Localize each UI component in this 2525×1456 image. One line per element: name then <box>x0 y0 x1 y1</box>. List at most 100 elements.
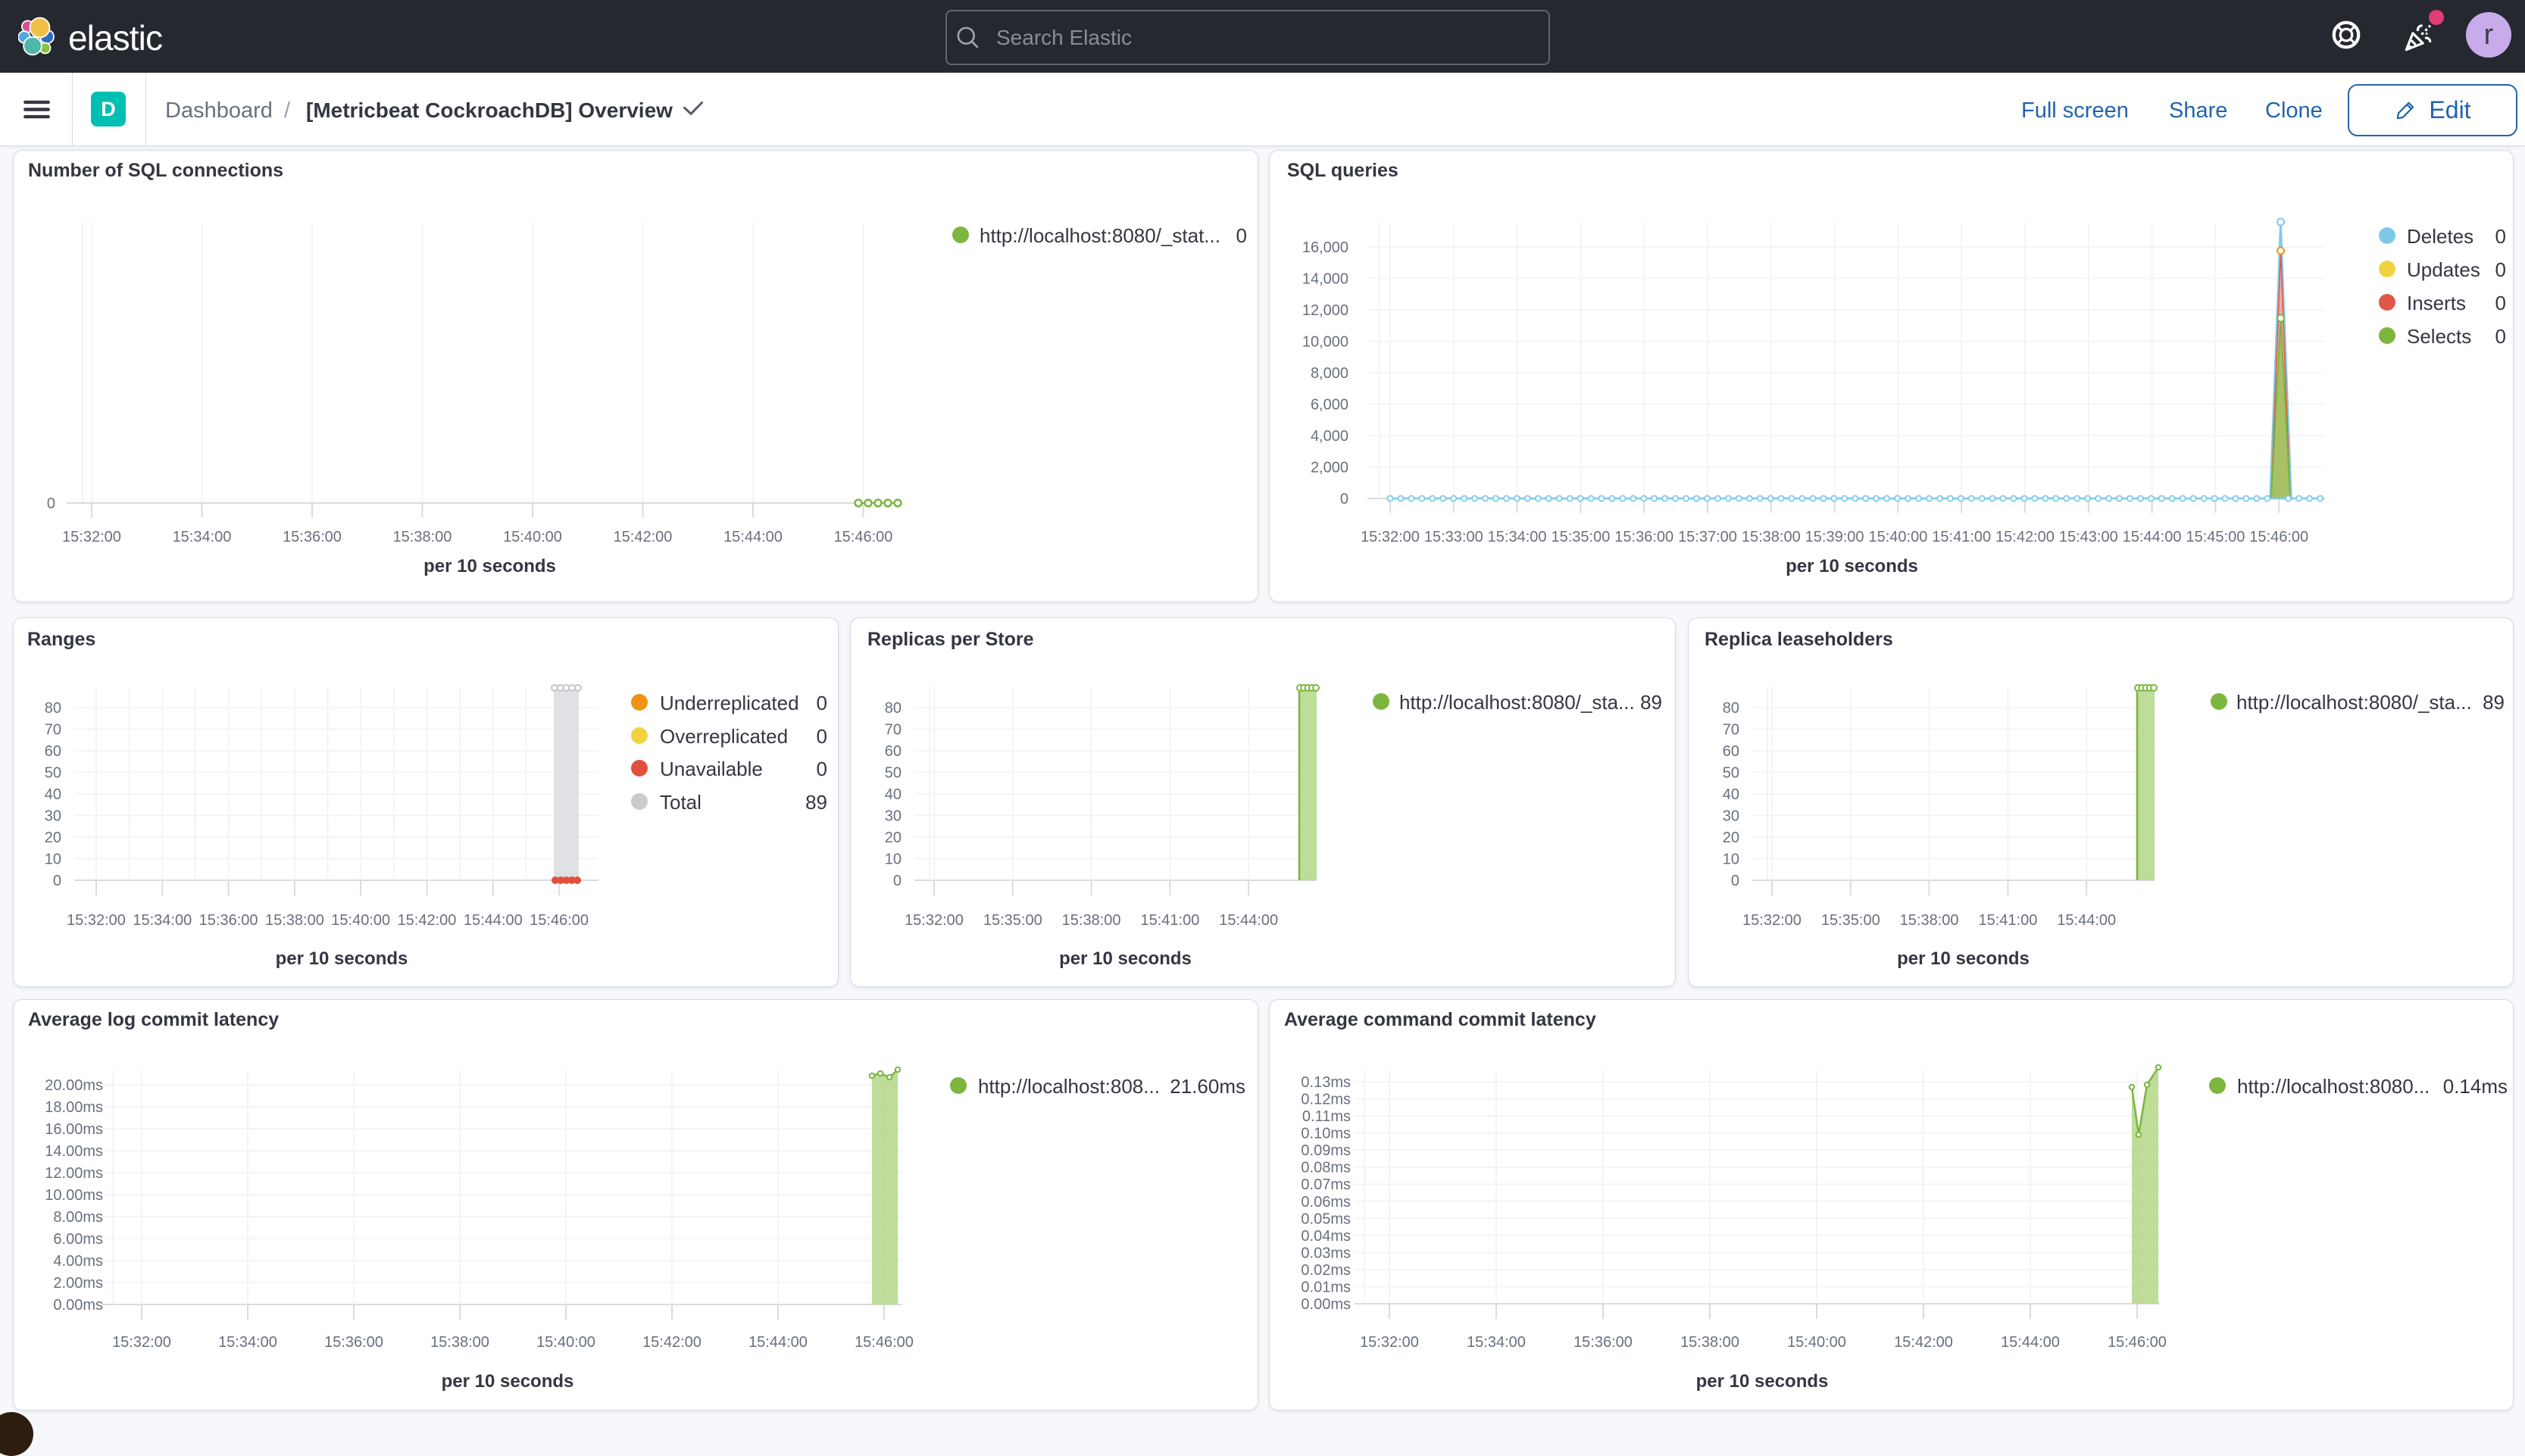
svg-text:15:34:00: 15:34:00 <box>173 529 232 545</box>
svg-text:15:35:00: 15:35:00 <box>1551 529 1610 545</box>
svg-text:15:44:00: 15:44:00 <box>2001 1334 2060 1351</box>
svg-text:15:38:00: 15:38:00 <box>430 1334 489 1351</box>
svg-text:0.14ms: 0.14ms <box>2443 1075 2508 1098</box>
svg-text:89: 89 <box>2483 691 2505 714</box>
svg-text:20: 20 <box>45 830 61 846</box>
svg-text:15:42:00: 15:42:00 <box>614 529 673 545</box>
svg-text:60: 60 <box>1723 743 1739 760</box>
svg-text:50: 50 <box>1723 765 1739 782</box>
svg-text:14,000: 14,000 <box>1302 271 1348 288</box>
svg-text:http://localhost:8080/_sta...: http://localhost:8080/_sta... <box>2236 691 2472 714</box>
svg-text:0.13ms: 0.13ms <box>1301 1074 1351 1091</box>
svg-text:Total: Total <box>660 791 702 814</box>
svg-text:4,000: 4,000 <box>1311 428 1348 445</box>
svg-text:Unavailable: Unavailable <box>660 758 763 780</box>
svg-text:18.00ms: 18.00ms <box>45 1099 103 1116</box>
svg-text:70: 70 <box>45 722 61 739</box>
svg-text:http://localhost:8080/_stat...: http://localhost:8080/_stat... <box>980 224 1220 247</box>
svg-text:Number of SQL connections: Number of SQL connections <box>28 160 283 181</box>
svg-text:0: 0 <box>817 758 827 780</box>
svg-text:15:41:00: 15:41:00 <box>1932 529 1991 545</box>
svg-text:15:43:00: 15:43:00 <box>2059 529 2118 545</box>
svg-text:0.07ms: 0.07ms <box>1301 1176 1351 1193</box>
svg-text:15:35:00: 15:35:00 <box>1821 912 1880 929</box>
svg-text:0: 0 <box>47 495 55 512</box>
svg-text:0: 0 <box>817 725 827 748</box>
svg-text:10.00ms: 10.00ms <box>45 1187 103 1204</box>
svg-text:0: 0 <box>893 873 902 889</box>
svg-text:0.01ms: 0.01ms <box>1301 1279 1351 1296</box>
svg-text:15:41:00: 15:41:00 <box>1140 912 1199 929</box>
svg-text:15:40:00: 15:40:00 <box>503 529 562 545</box>
svg-text:16.00ms: 16.00ms <box>45 1121 103 1138</box>
svg-text:15:44:00: 15:44:00 <box>464 912 523 929</box>
svg-text:15:45:00: 15:45:00 <box>2186 529 2245 545</box>
svg-text:40: 40 <box>45 786 61 803</box>
svg-text:6,000: 6,000 <box>1311 397 1348 414</box>
svg-text:Updates: Updates <box>2407 258 2480 281</box>
svg-text:per 10 seconds: per 10 seconds <box>442 1371 574 1392</box>
svg-text:15:40:00: 15:40:00 <box>1868 529 1927 545</box>
svg-text:Inserts: Inserts <box>2407 292 2466 314</box>
svg-text:6.00ms: 6.00ms <box>53 1231 103 1248</box>
svg-text:0: 0 <box>2495 225 2506 248</box>
svg-text:0.10ms: 0.10ms <box>1301 1126 1351 1142</box>
svg-text:15:44:00: 15:44:00 <box>748 1334 808 1351</box>
svg-text:Selects: Selects <box>2407 325 2471 348</box>
svg-text:15:38:00: 15:38:00 <box>1680 1334 1739 1351</box>
svg-text:http://localhost:8080...: http://localhost:8080... <box>2237 1075 2430 1098</box>
svg-text:15:32:00: 15:32:00 <box>905 912 964 929</box>
svg-text:15:44:00: 15:44:00 <box>2057 912 2116 929</box>
svg-text:2.00ms: 2.00ms <box>53 1275 103 1292</box>
svg-text:0.09ms: 0.09ms <box>1301 1142 1351 1159</box>
svg-text:15:46:00: 15:46:00 <box>530 912 589 929</box>
svg-text:15:34:00: 15:34:00 <box>1467 1334 1526 1351</box>
svg-text:10: 10 <box>885 851 902 868</box>
svg-text:15:37:00: 15:37:00 <box>1678 529 1737 545</box>
svg-text:10,000: 10,000 <box>1302 334 1348 351</box>
svg-text:15:32:00: 15:32:00 <box>1360 1334 1419 1351</box>
svg-text:15:46:00: 15:46:00 <box>855 1334 914 1351</box>
svg-text:http://localhost:808...: http://localhost:808... <box>978 1075 1160 1098</box>
svg-text:12.00ms: 12.00ms <box>45 1165 103 1182</box>
svg-text:15:40:00: 15:40:00 <box>1787 1334 1846 1351</box>
svg-text:15:41:00: 15:41:00 <box>1978 912 2037 929</box>
svg-text:15:32:00: 15:32:00 <box>62 529 121 545</box>
svg-text:8,000: 8,000 <box>1311 365 1348 382</box>
svg-text:10: 10 <box>1723 851 1739 868</box>
svg-text:per 10 seconds: per 10 seconds <box>1897 948 2030 969</box>
svg-text:15:38:00: 15:38:00 <box>265 912 324 929</box>
svg-text:0.08ms: 0.08ms <box>1301 1160 1351 1176</box>
svg-text:21.60ms: 21.60ms <box>1170 1075 1245 1098</box>
svg-text:14.00ms: 14.00ms <box>45 1143 103 1160</box>
svg-text:60: 60 <box>45 743 61 760</box>
svg-text:15:42:00: 15:42:00 <box>398 912 457 929</box>
svg-text:Replica leaseholders: Replica leaseholders <box>1705 629 1893 650</box>
svg-text:0.04ms: 0.04ms <box>1301 1228 1351 1245</box>
svg-text:Overreplicated: Overreplicated <box>660 725 788 748</box>
svg-text:per 10 seconds: per 10 seconds <box>1786 556 1918 576</box>
svg-text:0: 0 <box>2495 325 2506 348</box>
svg-text:0: 0 <box>1340 491 1348 508</box>
svg-text:20: 20 <box>885 830 902 846</box>
svg-text:15:38:00: 15:38:00 <box>393 529 452 545</box>
svg-text:15:42:00: 15:42:00 <box>1894 1334 1953 1351</box>
svg-text:20: 20 <box>1723 830 1739 846</box>
svg-text:15:36:00: 15:36:00 <box>283 529 342 545</box>
svg-text:15:32:00: 15:32:00 <box>67 912 126 929</box>
svg-text:15:40:00: 15:40:00 <box>536 1334 595 1351</box>
svg-text:15:32:00: 15:32:00 <box>112 1334 171 1351</box>
svg-text:0.00ms: 0.00ms <box>53 1297 103 1314</box>
svg-text:20.00ms: 20.00ms <box>45 1077 103 1094</box>
svg-text:0.05ms: 0.05ms <box>1301 1211 1351 1227</box>
svg-text:http://localhost:8080/_sta...: http://localhost:8080/_sta... <box>1399 691 1635 714</box>
svg-text:10: 10 <box>45 851 61 868</box>
svg-text:50: 50 <box>45 765 61 782</box>
svg-text:89: 89 <box>805 791 827 814</box>
svg-text:15:33:00: 15:33:00 <box>1424 529 1483 545</box>
svg-text:30: 30 <box>45 808 61 825</box>
svg-text:12,000: 12,000 <box>1302 302 1348 319</box>
svg-text:15:34:00: 15:34:00 <box>218 1334 277 1351</box>
svg-text:70: 70 <box>1723 722 1739 739</box>
svg-text:15:36:00: 15:36:00 <box>1573 1334 1633 1351</box>
